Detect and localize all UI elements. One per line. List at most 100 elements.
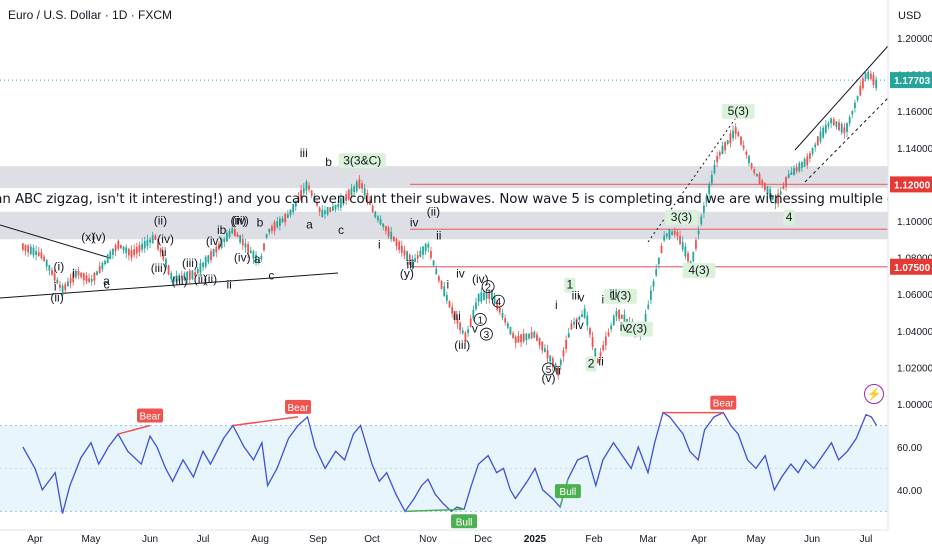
candle — [586, 311, 589, 331]
circled-wave-marker — [481, 280, 495, 293]
wave-label-box — [783, 210, 795, 225]
candle-body — [353, 186, 356, 192]
candle — [151, 231, 154, 244]
candle — [671, 229, 674, 236]
candle-body — [127, 248, 130, 256]
candle — [856, 95, 859, 103]
candle-body — [202, 262, 204, 268]
candle — [125, 244, 128, 259]
candle — [448, 300, 451, 309]
candle-body — [843, 127, 846, 134]
candle-body — [239, 235, 242, 243]
candle-body — [541, 341, 544, 351]
candle — [96, 270, 98, 276]
candle — [162, 251, 165, 262]
candle — [695, 237, 697, 252]
candle — [411, 255, 414, 273]
candle — [782, 182, 785, 190]
candle-body — [599, 352, 602, 357]
candle — [133, 244, 136, 258]
candle — [859, 81, 862, 97]
candle — [104, 259, 106, 266]
candle — [143, 236, 146, 253]
wave-label: 4(3) — [688, 263, 709, 277]
resistance-zone-1 — [0, 166, 888, 189]
candle — [247, 241, 250, 259]
candle-body — [159, 248, 162, 253]
candle — [210, 248, 212, 263]
last-price-tag — [890, 72, 932, 89]
candle-body — [846, 123, 848, 132]
candle-body — [546, 350, 549, 359]
candle-body — [366, 193, 369, 202]
lightning-icon[interactable]: ⚡ — [864, 384, 884, 404]
candle-body — [461, 330, 464, 334]
candle — [843, 122, 846, 139]
candle-body — [771, 196, 774, 200]
candle — [483, 290, 485, 301]
candle — [650, 285, 652, 305]
time-tick-label: Sep — [309, 534, 327, 545]
candle — [819, 126, 822, 144]
divergence-badge — [710, 395, 737, 410]
candle — [45, 259, 48, 271]
candle-body — [435, 268, 438, 275]
candle — [737, 130, 740, 137]
candle-body — [56, 279, 59, 284]
candle — [194, 268, 197, 282]
candle-body — [183, 273, 186, 281]
candle-body — [544, 348, 546, 352]
wave-label: (iii) — [182, 256, 198, 270]
candle-body — [143, 241, 146, 249]
candle-body — [226, 232, 228, 242]
candle — [207, 254, 210, 265]
wave-label: iii — [572, 289, 580, 303]
candle-body — [69, 278, 72, 283]
candle — [562, 347, 565, 362]
candle — [387, 225, 390, 240]
candle — [673, 227, 676, 238]
candle-body — [567, 333, 570, 338]
candle-body — [260, 255, 263, 260]
candle-body — [408, 254, 411, 265]
circled-wave-marker — [491, 294, 505, 308]
candle — [321, 205, 324, 218]
candle-body — [851, 111, 854, 115]
candle-body — [390, 231, 393, 240]
candle — [284, 212, 287, 227]
candle — [90, 275, 93, 286]
candle-body — [668, 229, 671, 240]
candle — [438, 274, 440, 284]
candle — [533, 330, 536, 339]
candle-body — [130, 250, 133, 258]
candle — [766, 185, 769, 200]
price-tick-label: 1.00000 — [897, 400, 932, 411]
level-price-text: 1.07500 — [894, 263, 931, 274]
candle-body — [32, 247, 35, 256]
candle-body — [827, 123, 830, 127]
candle-body — [64, 284, 67, 291]
candle — [522, 328, 525, 344]
candle — [814, 142, 817, 152]
candle — [244, 238, 247, 253]
time-tick-label: Jul — [860, 534, 873, 545]
candle-body — [816, 136, 819, 146]
candle-body — [59, 284, 61, 288]
candle-body — [233, 229, 236, 237]
candle — [771, 195, 774, 201]
candle — [721, 141, 724, 155]
wave-label: b — [257, 215, 264, 229]
candle — [326, 207, 329, 216]
candle — [599, 348, 602, 361]
candle-body — [215, 246, 218, 253]
candle-body — [292, 203, 295, 212]
candle — [35, 245, 38, 261]
candle-body — [814, 144, 817, 148]
candle — [347, 188, 350, 201]
candle-body — [451, 307, 454, 314]
divergence-line — [117, 424, 151, 435]
candle-body — [700, 216, 703, 225]
wave-label: iv — [410, 215, 419, 229]
